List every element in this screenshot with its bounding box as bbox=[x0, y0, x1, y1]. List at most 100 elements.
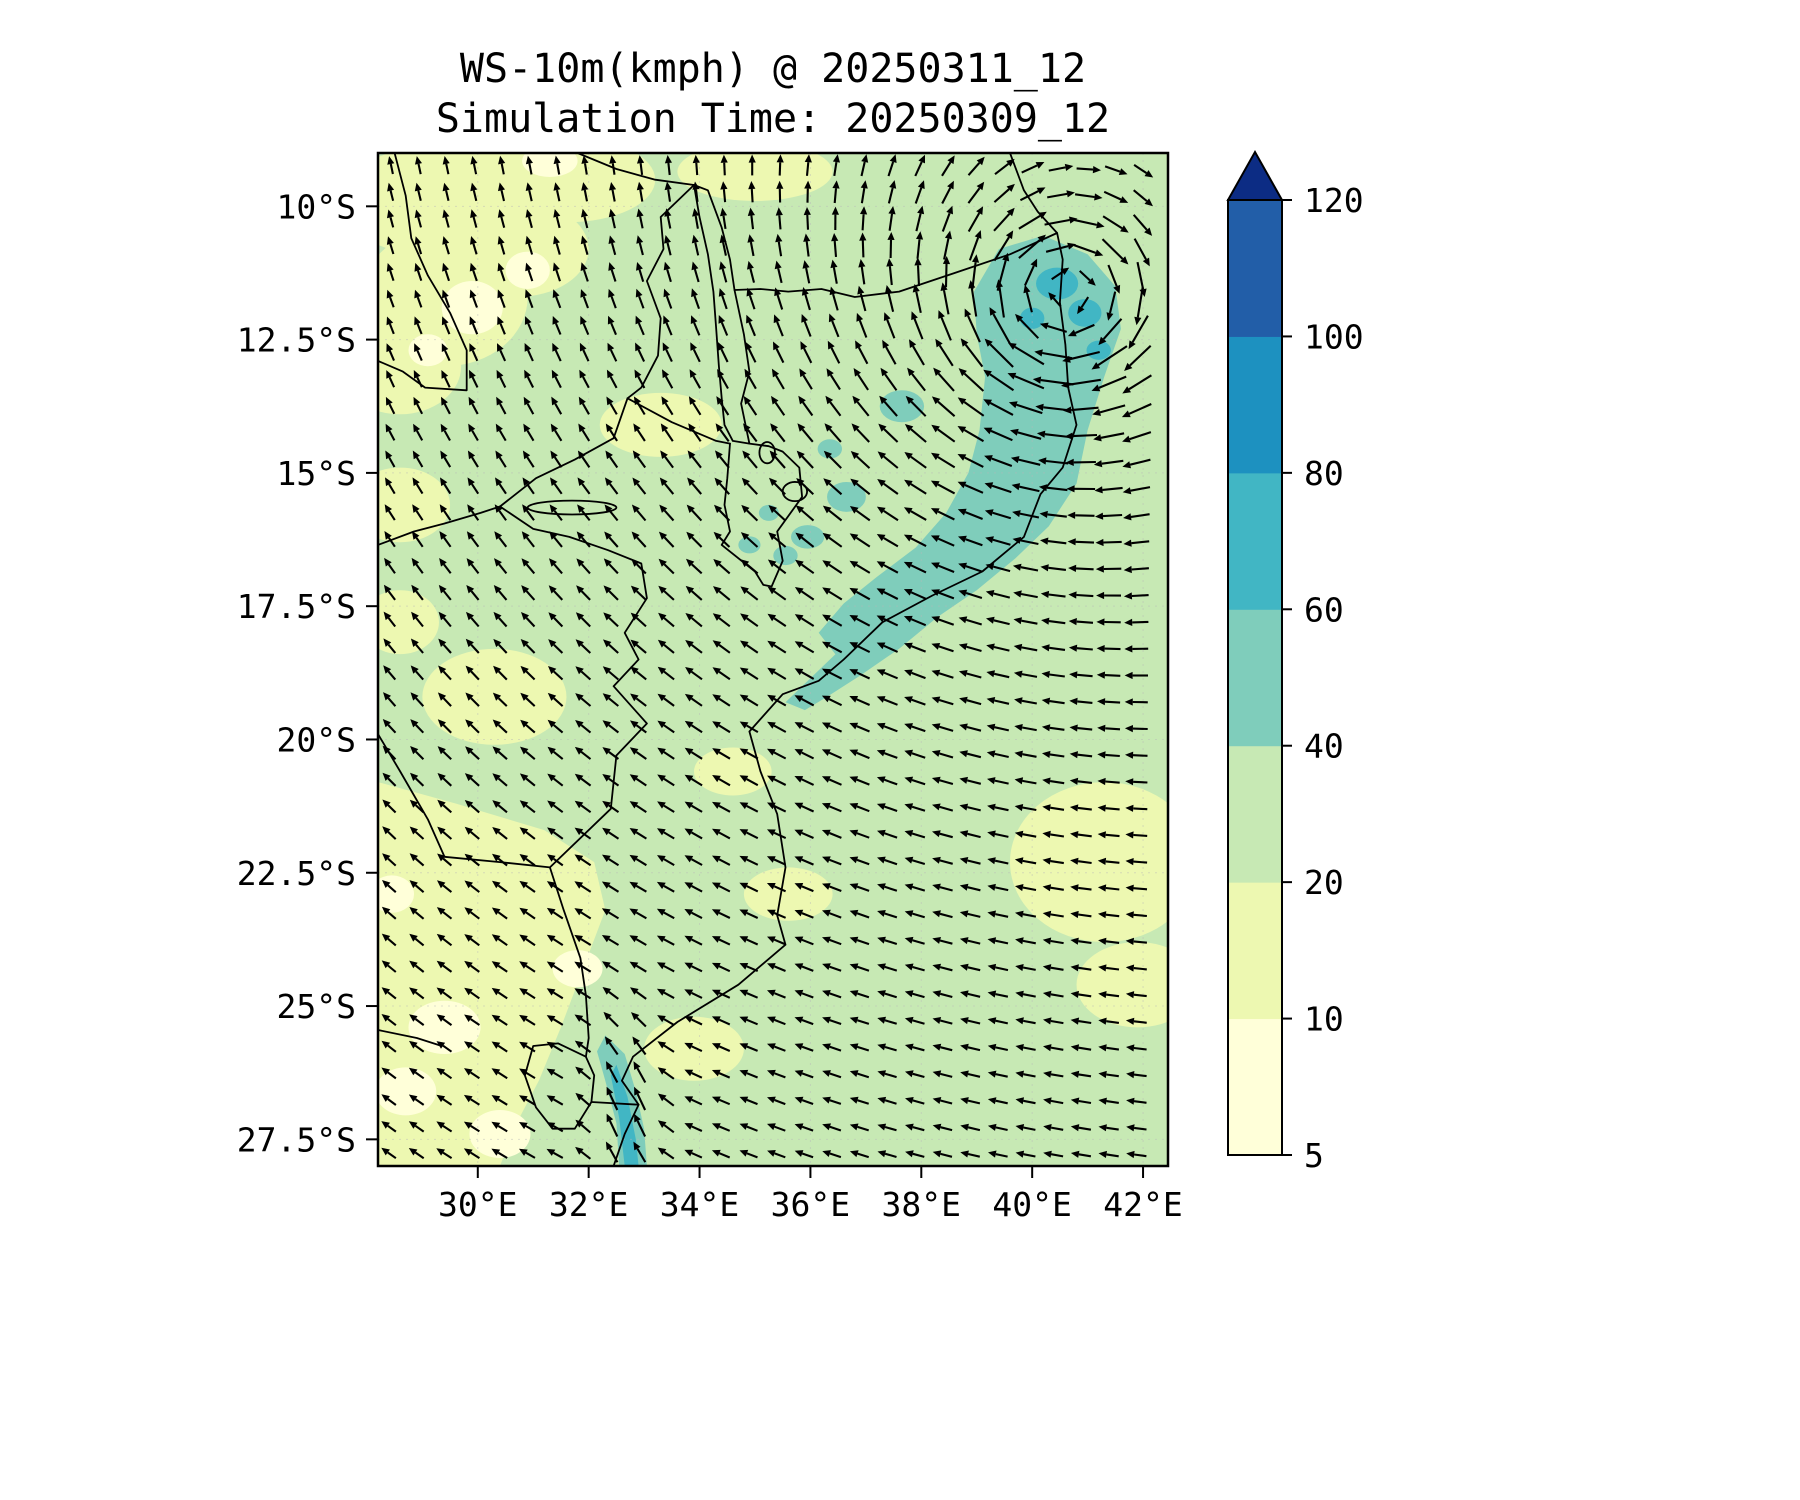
wind-arrow bbox=[688, 396, 702, 416]
wind-arrow bbox=[463, 1121, 480, 1133]
wind-arrow bbox=[1125, 804, 1148, 812]
wind-arrow bbox=[711, 936, 731, 946]
wind-arrow bbox=[382, 799, 397, 814]
wind-arrow bbox=[995, 279, 1005, 318]
wind-arrow bbox=[1069, 751, 1093, 759]
wind-arrow bbox=[576, 585, 591, 601]
wind-arrow bbox=[410, 772, 425, 787]
wind-arrow bbox=[691, 234, 700, 256]
lake-malawi bbox=[693, 184, 751, 445]
wind-arrow bbox=[546, 988, 564, 1000]
wind-arrow bbox=[636, 235, 644, 256]
wind-arrow bbox=[822, 1096, 842, 1105]
wind-arrow bbox=[1125, 831, 1148, 839]
wind-arrow bbox=[1096, 591, 1122, 600]
wind-arrow bbox=[916, 231, 924, 259]
wind-arrow bbox=[411, 584, 424, 601]
wind-arrow bbox=[774, 287, 784, 310]
wind-arrow bbox=[632, 450, 647, 469]
wind-arrow bbox=[967, 156, 985, 176]
wind-arrow bbox=[497, 343, 507, 362]
wind-arrow bbox=[574, 746, 592, 760]
wind-arrow bbox=[1041, 617, 1066, 625]
wind-arrow bbox=[914, 257, 922, 287]
wind-arrow bbox=[684, 828, 703, 840]
wind-arrow bbox=[747, 234, 755, 257]
wind-arrow bbox=[684, 747, 703, 760]
wind-arrow bbox=[716, 396, 730, 416]
wind-arrow bbox=[941, 180, 954, 204]
wind-arrow bbox=[574, 827, 592, 840]
wind-arrow bbox=[849, 856, 870, 866]
wind-arrow bbox=[692, 208, 700, 229]
wind-arrow bbox=[579, 342, 590, 362]
wind-arrow bbox=[849, 990, 870, 999]
wind-arrow bbox=[713, 586, 731, 601]
wind-arrow bbox=[467, 477, 480, 495]
wind-arrow bbox=[993, 230, 1014, 262]
wind-arrow bbox=[986, 616, 1010, 626]
wind-arrow bbox=[799, 368, 813, 390]
wind-arrow bbox=[465, 719, 480, 734]
wind-arrow bbox=[766, 883, 787, 893]
wind-arrow bbox=[581, 155, 589, 175]
colorbar-tick-label: 40 bbox=[1304, 727, 1344, 766]
wind-arrow bbox=[550, 450, 563, 468]
wind-arrow bbox=[957, 397, 985, 417]
wind-arrow bbox=[409, 907, 425, 920]
wind-arrow bbox=[828, 313, 840, 338]
wind-arrow bbox=[1102, 215, 1129, 233]
wind-arrow bbox=[575, 720, 592, 734]
wind-arrow bbox=[575, 1066, 592, 1080]
wind-arrow bbox=[821, 802, 842, 813]
wind-arrow bbox=[437, 799, 453, 814]
wind-arrow bbox=[381, 960, 397, 973]
wind-speed-region bbox=[441, 280, 503, 335]
wind-arrow bbox=[1007, 372, 1045, 390]
wind-arrow bbox=[720, 181, 728, 203]
wind-arrow bbox=[960, 338, 984, 368]
wind-arrow bbox=[877, 479, 899, 495]
wind-arrow bbox=[774, 260, 783, 284]
wind-arrow bbox=[987, 937, 1009, 945]
wind-arrow bbox=[519, 1148, 536, 1159]
figure-subtitle: Simulation Time: 20250309_12 bbox=[436, 96, 1110, 142]
wind-arrow bbox=[877, 856, 898, 866]
wind-arrow bbox=[1061, 378, 1101, 389]
wind-arrow bbox=[904, 452, 927, 469]
wind-arrow bbox=[1043, 1070, 1064, 1078]
colorbar-tick-label: 60 bbox=[1304, 590, 1344, 629]
wind-arrow bbox=[663, 315, 673, 336]
wind-arrow bbox=[795, 559, 815, 575]
wind-arrow bbox=[520, 746, 536, 760]
wind-arrow bbox=[712, 721, 731, 734]
wind-arrow bbox=[441, 343, 451, 362]
wind-arrow bbox=[1041, 724, 1065, 732]
x-tick-label: 42°E bbox=[1103, 1185, 1182, 1224]
wind-arrow bbox=[656, 988, 675, 1000]
wind-arrow bbox=[904, 723, 926, 733]
wind-arrow bbox=[465, 692, 480, 707]
wind-arrow bbox=[684, 720, 703, 734]
wind-arrow bbox=[711, 1016, 731, 1026]
wind-arrow bbox=[711, 1096, 731, 1106]
wind-arrow bbox=[1126, 1097, 1147, 1105]
wind-arrow bbox=[1096, 618, 1121, 626]
wind-arrow bbox=[767, 613, 787, 627]
wind-arrow bbox=[635, 288, 645, 309]
wind-arrow bbox=[1103, 190, 1129, 203]
wind-arrow bbox=[1124, 725, 1148, 733]
wind-arrow bbox=[1095, 565, 1122, 573]
wind-arrow bbox=[630, 639, 647, 654]
wind-arrow bbox=[552, 342, 562, 362]
figure-title: WS-10m(kmph) @ 20250311_12 bbox=[460, 46, 1086, 92]
wind-arrow bbox=[767, 1150, 786, 1159]
wind-speed-region bbox=[773, 545, 798, 566]
y-tick-label: 20°S bbox=[277, 720, 356, 759]
wind-arrow bbox=[656, 935, 675, 946]
wind-arrow bbox=[1042, 964, 1064, 972]
wind-arrow bbox=[712, 828, 731, 840]
wind-arrow bbox=[409, 799, 425, 814]
wind-arrow bbox=[739, 1123, 758, 1132]
